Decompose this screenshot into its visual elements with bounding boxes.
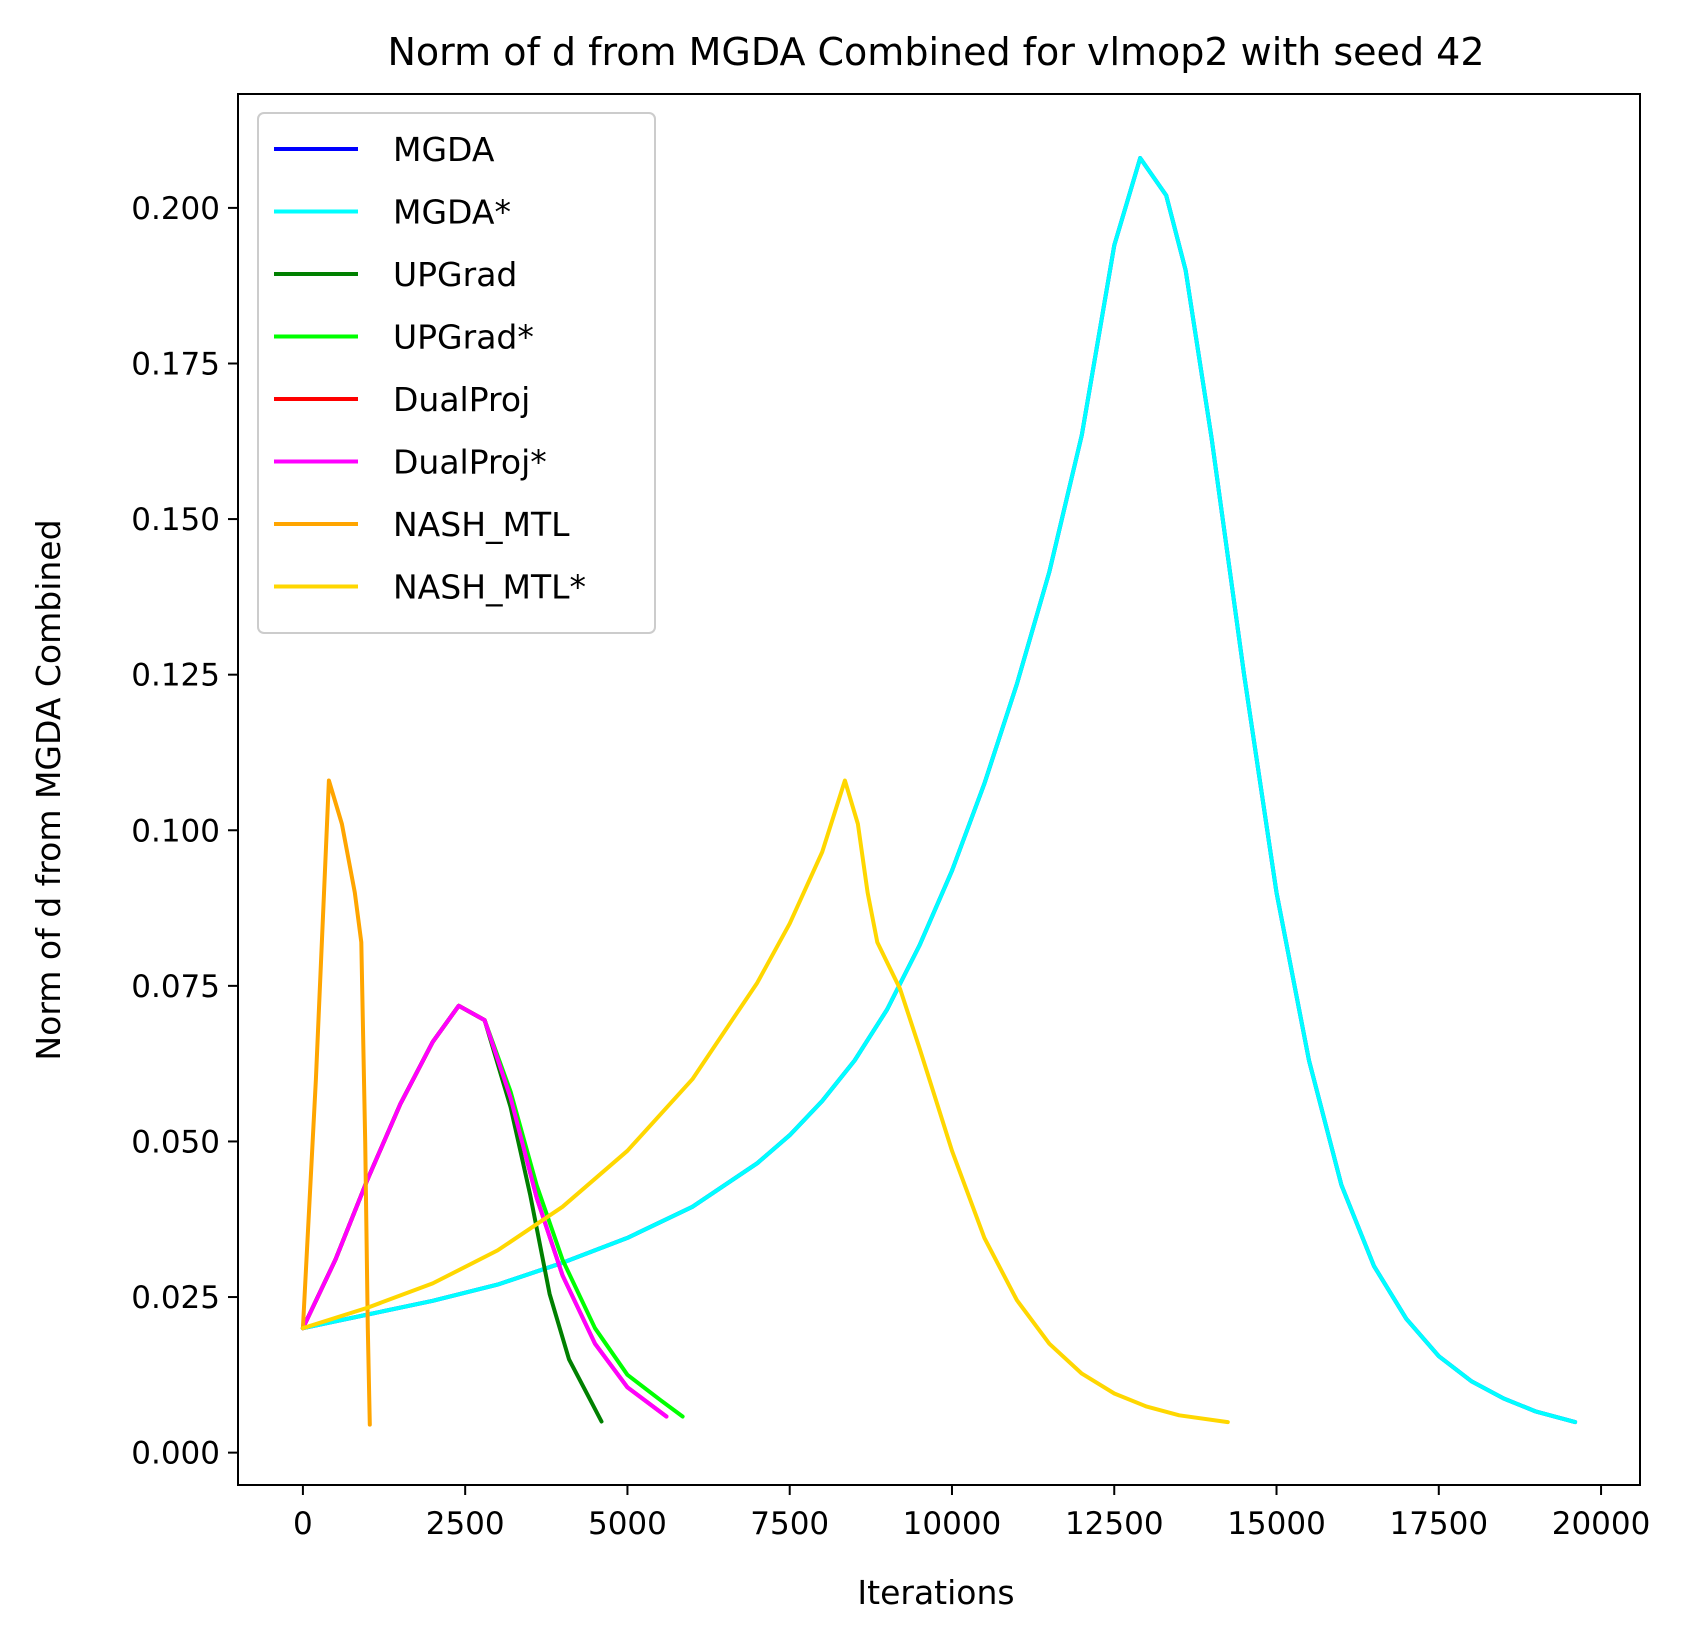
x-tick-label: 5000: [588, 1506, 667, 1542]
x-tick-label: 17500: [1389, 1506, 1488, 1542]
legend-label: DualProj: [393, 380, 530, 419]
y-axis-label: Norm of d from MGDA Combined: [29, 519, 68, 1060]
x-axis-label: Iterations: [857, 1573, 1014, 1612]
y-tick-label: 0.200: [131, 191, 220, 227]
y-tick-label: 0.125: [131, 658, 220, 694]
x-tick-label: 7500: [750, 1506, 829, 1542]
legend: MGDA MGDA* UPGrad UPGrad* DualProj DualProj* N…: [257, 112, 656, 634]
series-line-nash-mtl-star: [300, 778, 1230, 1425]
legend-label: NASH_MTL: [393, 505, 570, 544]
y-tick-label: 0.000: [131, 1436, 220, 1472]
legend-box: [257, 112, 656, 634]
y-tick-label: 0.150: [131, 502, 220, 538]
legend-label: MGDA: [393, 130, 495, 169]
y-tick-label: 0.175: [131, 346, 220, 382]
chart-title: Norm of d from MGDA Combined for vlmop2 …: [387, 30, 1484, 74]
x-tick-label: 10000: [903, 1506, 1002, 1542]
x-tick-label: 15000: [1227, 1506, 1326, 1542]
x-tick-label: 12500: [1065, 1506, 1164, 1542]
x-tick-label: 20000: [1552, 1506, 1651, 1542]
y-tick-label: 0.050: [131, 1124, 220, 1160]
legend-label: UPGrad*: [393, 318, 534, 357]
legend-label: MGDA*: [393, 193, 511, 232]
legend-label: UPGrad: [393, 255, 517, 294]
legend-label: DualProj*: [393, 443, 547, 482]
y-axis: 0.000 0.025 0.050 0.075 0.100 0.125 0.150 0.175…: [131, 191, 238, 1472]
y-tick-label: 0.025: [131, 1280, 220, 1316]
plot-area: [300, 156, 1578, 1427]
axes-frame: [237, 93, 1641, 1486]
series-line-mgda-star: [300, 156, 1578, 1425]
series-line-dualproj-star: [300, 1003, 669, 1419]
y-tick-label: 0.100: [131, 813, 220, 849]
x-tick-label: 0: [293, 1506, 313, 1542]
x-tick-label: 2500: [426, 1506, 505, 1542]
x-axis: 0 2500 5000 7500 10000 12500 15000 17500 20000: [293, 1485, 1650, 1542]
series-line-nash-mtl: [300, 778, 372, 1427]
legend-label: NASH_MTL*: [393, 568, 586, 607]
y-tick-label: 0.075: [131, 969, 220, 1005]
